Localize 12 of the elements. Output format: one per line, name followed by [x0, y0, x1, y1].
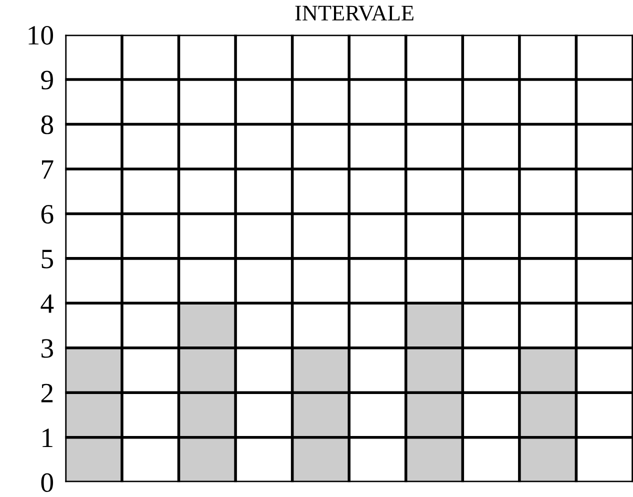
y-tick-label: 8 — [41, 115, 54, 134]
y-tick-label: 10 — [28, 26, 54, 45]
y-tick-label: 9 — [41, 70, 53, 90]
y-tick-label: 3 — [42, 339, 54, 358]
chart-title: INTERVALE — [295, 6, 414, 21]
y-tick-label: 1 — [42, 428, 52, 447]
y-tick-label: 7 — [42, 160, 54, 179]
y-tick-label: 4 — [40, 294, 54, 313]
y-tick-label: 5 — [42, 250, 54, 268]
y-tick-label: 0 — [41, 473, 54, 492]
y-tick-label: 6 — [41, 204, 54, 224]
y-tick-label: 2 — [41, 384, 53, 402]
